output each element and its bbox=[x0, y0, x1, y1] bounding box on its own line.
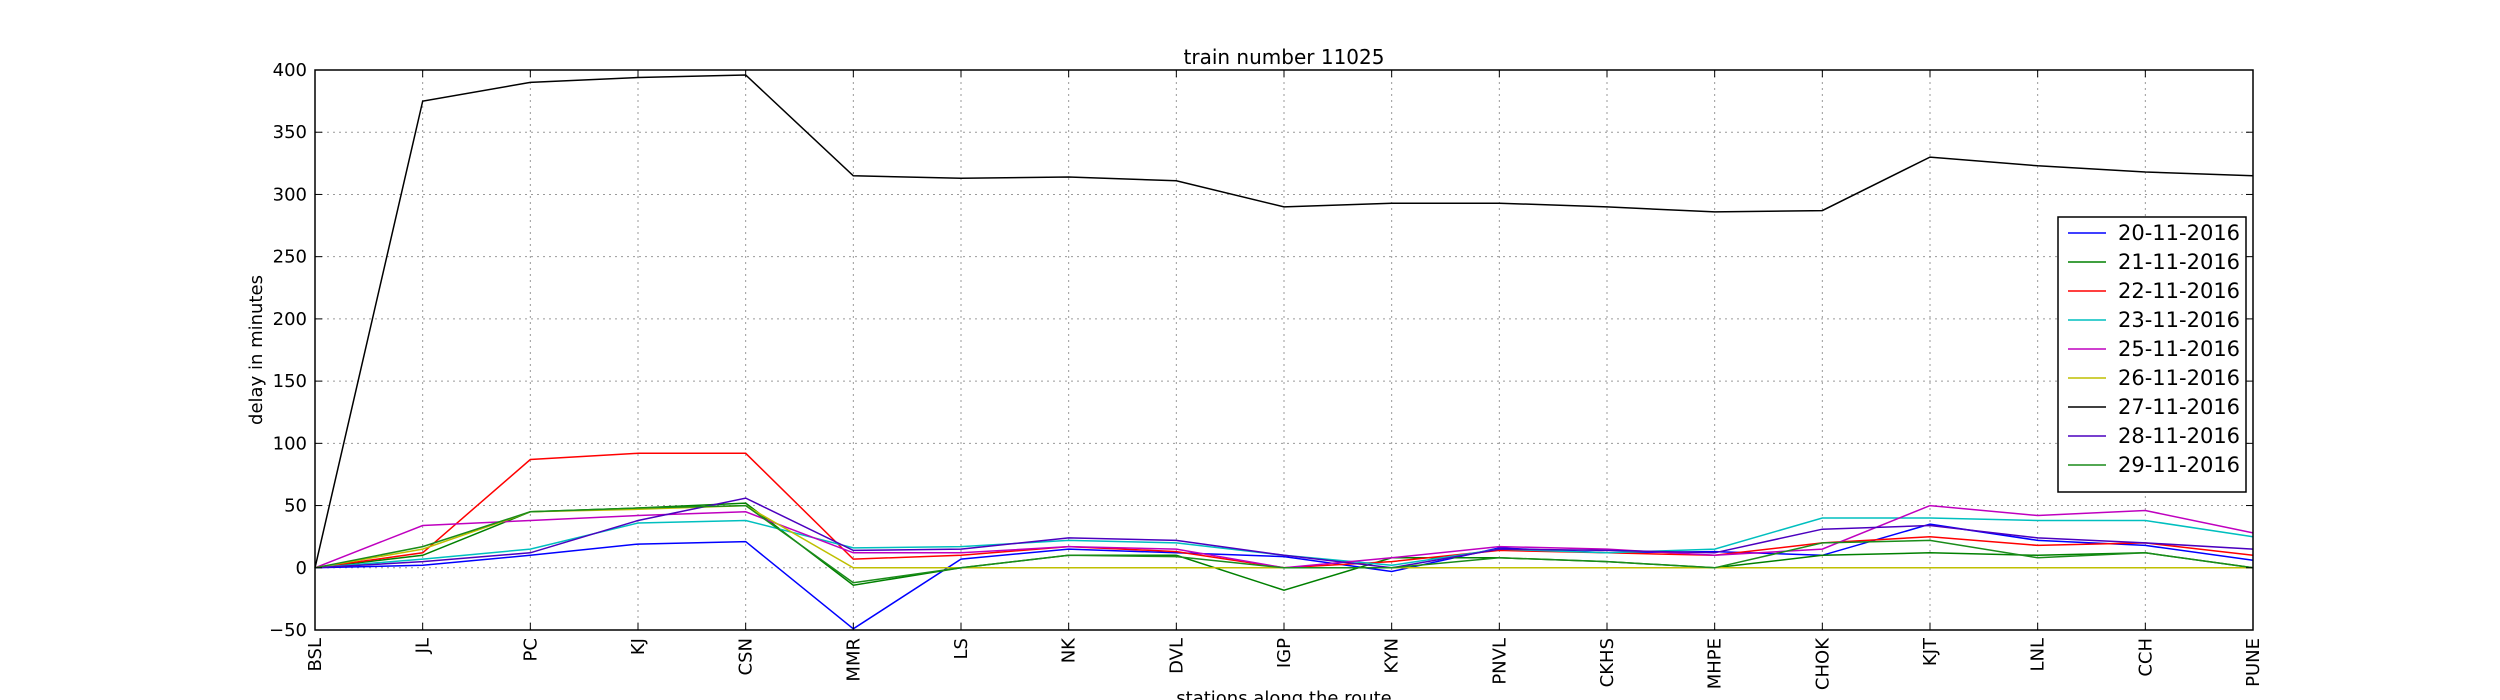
y-tick-label: 350 bbox=[273, 122, 307, 143]
y-tick-label: −50 bbox=[269, 620, 307, 641]
legend-label: 20-11-2016 bbox=[2118, 221, 2240, 245]
x-tick-label: KJT bbox=[1920, 637, 1941, 666]
x-tick-label: JL bbox=[413, 638, 434, 654]
series-line-27-11-2016 bbox=[314, 74, 2254, 568]
x-tick-label: PUNE bbox=[2243, 638, 2264, 687]
x-tick-label: KYN bbox=[1382, 638, 1403, 674]
chart-title: train number 11025 bbox=[1184, 45, 1385, 69]
x-tick-label: MHPE bbox=[1705, 638, 1726, 689]
y-axis-label: delay in minutes bbox=[246, 275, 267, 425]
y-tick-label: 150 bbox=[273, 371, 307, 392]
y-tick-label: 300 bbox=[273, 184, 307, 205]
x-tick-label: MMR bbox=[843, 638, 864, 682]
legend-label: 26-11-2016 bbox=[2118, 366, 2240, 390]
legend-label: 22-11-2016 bbox=[2118, 279, 2240, 303]
x-tick-label: IGP bbox=[1274, 638, 1295, 668]
x-tick-label: DVL bbox=[1166, 638, 1187, 674]
legend-label: 25-11-2016 bbox=[2118, 337, 2240, 361]
y-tick-label: 0 bbox=[296, 558, 307, 579]
legend-label: 27-11-2016 bbox=[2118, 395, 2240, 419]
legend-label: 21-11-2016 bbox=[2118, 250, 2240, 274]
y-tick-label: 200 bbox=[273, 309, 307, 330]
y-tick-label: 400 bbox=[273, 60, 307, 81]
legend: 20-11-2016 21-11-2016 22-11-2016 23-11-2016… bbox=[2057, 216, 2247, 493]
x-tick-label: KJ bbox=[628, 638, 649, 655]
legend-box bbox=[2057, 216, 2247, 493]
y-tick-label: 250 bbox=[273, 247, 307, 268]
x-tick-label: CKHS bbox=[1597, 638, 1618, 687]
legend-label: 29-11-2016 bbox=[2118, 453, 2240, 477]
x-tick-label: PC bbox=[520, 638, 541, 661]
x-tick-label: LNL bbox=[2028, 638, 2049, 672]
x-tick-label: NK bbox=[1059, 637, 1080, 663]
legend-label: 28-11-2016 bbox=[2118, 424, 2240, 448]
y-tick-label: 100 bbox=[273, 433, 307, 454]
series-line-20-11-2016 bbox=[314, 523, 2254, 630]
x-tick-label: LS bbox=[951, 638, 972, 659]
axis-ticks: BSL JL PC KJ CSN MMR LS NK DVL IGP KYN PNVL CKHS MHPE… bbox=[269, 60, 2264, 690]
x-tick-label: CSN bbox=[736, 638, 757, 675]
y-tick-label: 50 bbox=[284, 496, 307, 517]
legend-label: 23-11-2016 bbox=[2118, 308, 2240, 332]
x-tick-label: BSL bbox=[305, 638, 326, 672]
x-tick-label: CHOK bbox=[1812, 637, 1833, 690]
series-lines bbox=[314, 74, 2254, 630]
x-axis-label: stations along the route bbox=[1176, 688, 1391, 700]
x-tick-label: PNVL bbox=[1489, 638, 1510, 685]
series-line-28-11-2016 bbox=[314, 497, 2254, 569]
x-tick-label: CCH bbox=[2135, 638, 2156, 677]
series-line-29-11-2016 bbox=[314, 504, 2254, 584]
